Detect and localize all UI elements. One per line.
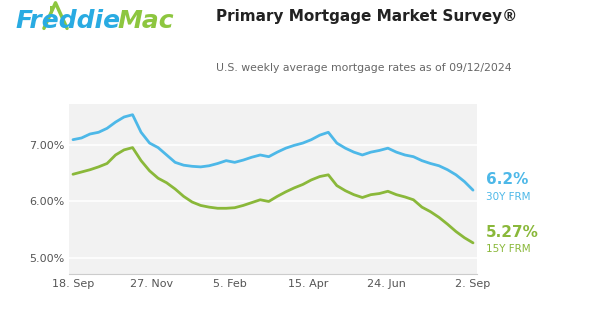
Text: 6.2%: 6.2% — [486, 172, 529, 187]
Text: Primary Mortgage Market Survey®: Primary Mortgage Market Survey® — [216, 9, 517, 25]
Text: U.S. weekly average mortgage rates as of 09/12/2024: U.S. weekly average mortgage rates as of… — [216, 63, 512, 73]
Text: Mac: Mac — [117, 9, 173, 33]
Text: 5.27%: 5.27% — [486, 225, 539, 240]
Text: 30Y FRM: 30Y FRM — [486, 192, 530, 202]
Polygon shape — [50, 6, 53, 16]
Text: 15Y FRM: 15Y FRM — [486, 244, 530, 255]
Text: Freddie: Freddie — [15, 9, 120, 33]
